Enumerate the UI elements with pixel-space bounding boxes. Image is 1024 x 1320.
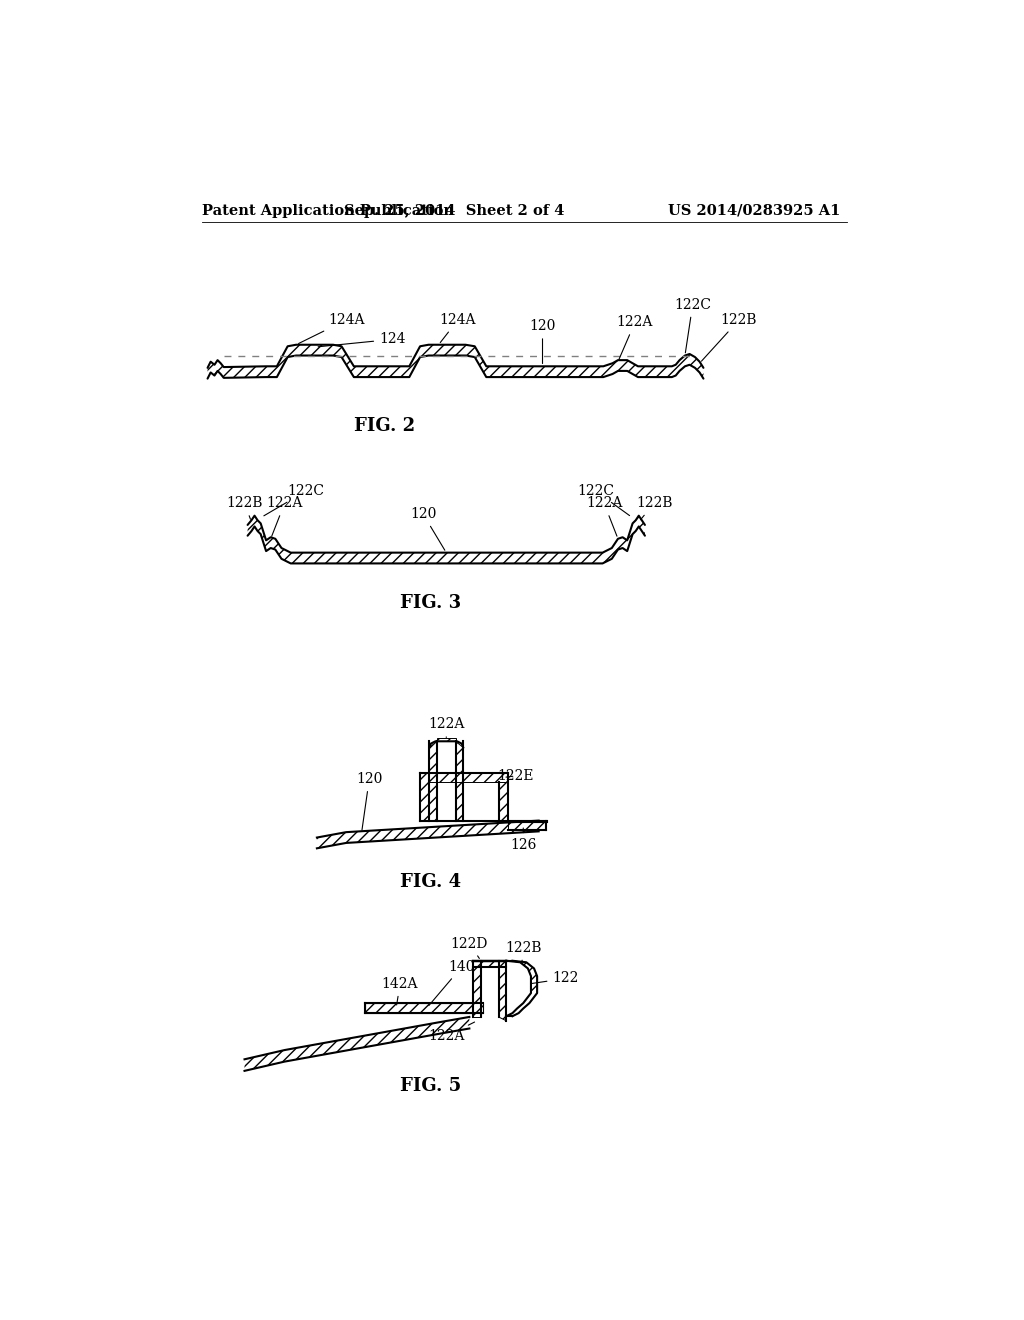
Text: 122C: 122C (674, 298, 711, 352)
Polygon shape (437, 742, 456, 821)
Text: 122B: 122B (701, 313, 757, 362)
Polygon shape (456, 742, 463, 821)
Text: 122C: 122C (578, 484, 630, 516)
Polygon shape (508, 821, 547, 830)
Text: 122C: 122C (264, 484, 325, 516)
Polygon shape (506, 961, 538, 1016)
Text: 122A: 122A (428, 1022, 474, 1043)
Text: 124A: 124A (439, 313, 476, 343)
Text: 120: 120 (356, 772, 382, 830)
Polygon shape (245, 1016, 469, 1071)
Polygon shape (473, 961, 481, 1016)
Polygon shape (499, 961, 506, 1020)
Polygon shape (248, 516, 645, 564)
Text: FIG. 2: FIG. 2 (354, 417, 415, 436)
Text: 120: 120 (410, 507, 444, 550)
Text: US 2014/0283925 A1: US 2014/0283925 A1 (668, 203, 841, 218)
Text: FIG. 3: FIG. 3 (400, 594, 462, 612)
Text: 122B: 122B (226, 496, 263, 519)
Text: 122A: 122A (586, 496, 623, 536)
Text: 122A: 122A (266, 496, 303, 536)
Text: 124: 124 (318, 333, 406, 347)
Text: 126: 126 (510, 828, 537, 853)
Text: Sep. 25, 2014  Sheet 2 of 4: Sep. 25, 2014 Sheet 2 of 4 (344, 203, 564, 218)
Polygon shape (366, 1003, 483, 1014)
Text: 122: 122 (532, 972, 579, 986)
Text: 122B: 122B (636, 496, 673, 520)
Text: 140: 140 (429, 960, 475, 1006)
Text: 124A: 124A (299, 313, 365, 343)
Text: 122A: 122A (428, 717, 465, 738)
Text: 122B: 122B (505, 941, 542, 962)
Text: FIG. 5: FIG. 5 (400, 1077, 462, 1096)
Text: 122E: 122E (498, 770, 534, 783)
Polygon shape (499, 781, 508, 821)
Polygon shape (429, 774, 508, 781)
Polygon shape (429, 742, 437, 821)
Polygon shape (208, 345, 703, 379)
Text: 120: 120 (529, 319, 556, 363)
Text: 122D: 122D (451, 937, 488, 958)
Polygon shape (316, 821, 539, 849)
Text: 142A: 142A (382, 977, 419, 1005)
Text: 122A: 122A (616, 315, 653, 359)
Polygon shape (473, 961, 506, 966)
Polygon shape (437, 738, 456, 744)
Text: Patent Application Publication: Patent Application Publication (202, 203, 455, 218)
Polygon shape (420, 774, 429, 821)
Text: FIG. 4: FIG. 4 (400, 874, 462, 891)
